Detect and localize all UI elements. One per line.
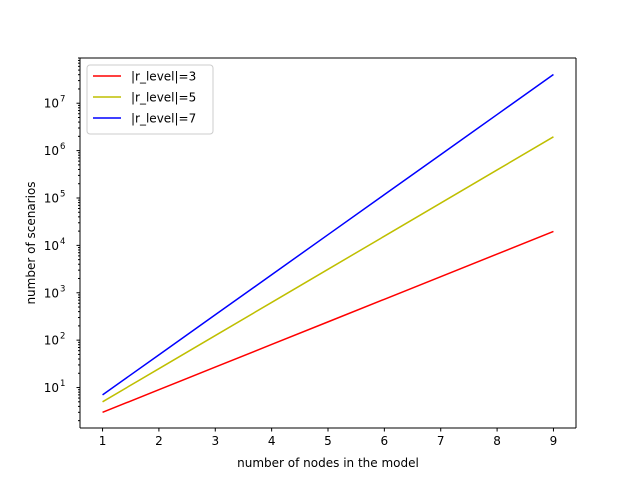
series-line-2 [102,73,554,396]
y-tick-label-exp-6: 7 [60,95,65,105]
y-tick-label-exp-1: 2 [60,332,65,342]
legend-label-0: |r_level|=3 [131,70,196,84]
legend: |r_level|=3 |r_level|=5 |r_level|=7 [86,64,214,135]
legend-label-1: |r_level|=5 [131,91,196,105]
y-tick-label-exp-5: 6 [60,142,65,152]
legend-box [86,64,214,135]
x-tick-label-4: 5 [324,434,332,448]
y-tick-label-exp-3: 4 [60,237,65,247]
x-tick-label-8: 9 [550,434,558,448]
y-tick-label-exp-0: 1 [60,379,65,389]
y-tick-label-0: 10 [44,381,59,395]
y-tick-label-1: 10 [44,334,59,348]
x-tick-label-3: 4 [268,434,276,448]
y-tick-label-exp-4: 5 [60,189,65,199]
y-tick-label-2: 10 [44,286,59,300]
y-tick-label-4: 10 [44,191,59,205]
y-axis-title: number of scenarios [24,181,38,304]
y-tick-label-exp-2: 3 [60,284,65,294]
series-line-1 [102,136,554,403]
x-axis-title: number of nodes in the model [237,456,419,470]
x-tick-label-1: 2 [155,434,163,448]
y-tick-label-6: 10 [44,97,59,111]
x-tick-label-0: 1 [99,434,107,448]
y-tick-label-3: 10 [44,239,59,253]
series-line-0 [102,230,554,414]
x-tick-label-7: 8 [493,434,501,448]
y-tick-label-5: 10 [44,144,59,158]
x-tick-label-6: 7 [437,434,445,448]
legend-label-2: |r_level|=7 [131,112,196,126]
series-layer [102,73,554,414]
x-tick-label-2: 3 [211,434,219,448]
x-tick-label-5: 6 [381,434,389,448]
